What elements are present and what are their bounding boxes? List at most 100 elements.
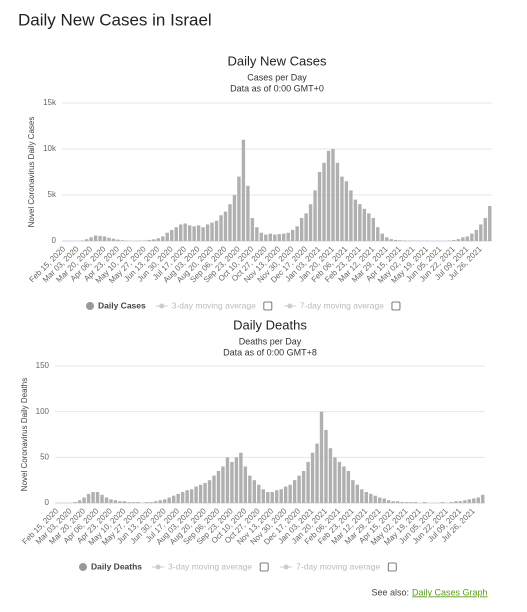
bar: [488, 206, 492, 241]
page-title: Daily New Cases in Israel: [18, 10, 212, 29]
bar: [275, 490, 279, 503]
bar: [77, 500, 82, 503]
bar: [373, 495, 377, 503]
chart-title: Daily Deaths: [233, 317, 307, 332]
see-also-link[interactable]: Daily Cases Graph: [412, 587, 488, 597]
bar: [342, 466, 346, 503]
legend-marker: [86, 302, 94, 310]
legend-checkbox[interactable]: [387, 562, 397, 572]
bar: [385, 237, 389, 241]
legend-label[interactable]: Daily Cases: [98, 300, 146, 310]
bar: [98, 235, 102, 241]
legend-label[interactable]: 3-day moving average: [172, 300, 256, 310]
bar: [100, 494, 104, 503]
bar: [189, 489, 194, 503]
bar: [214, 220, 219, 241]
bar: [279, 489, 283, 503]
bar: [73, 502, 77, 503]
bar: [449, 502, 454, 503]
bar: [409, 502, 413, 503]
bar: [250, 218, 255, 241]
bar: [299, 218, 304, 241]
bar: [228, 204, 232, 241]
bar: [192, 226, 196, 241]
legend-label[interactable]: 3-day moving average: [168, 561, 252, 571]
bar: [252, 480, 257, 503]
bar: [89, 237, 93, 241]
bar: [324, 429, 328, 503]
bar: [232, 195, 237, 241]
bar: [454, 501, 458, 503]
bar: [268, 233, 272, 241]
bar: [349, 190, 353, 241]
bar: [120, 240, 125, 241]
y-tick-label: 50: [40, 452, 49, 461]
bar: [198, 484, 203, 503]
see-also-label: See also:: [371, 587, 409, 597]
bar: [225, 457, 230, 503]
legend-checkbox[interactable]: [263, 301, 273, 311]
bar: [465, 236, 470, 241]
bar: [353, 199, 358, 241]
bar: [221, 466, 225, 503]
bar: [207, 480, 212, 503]
bar: [292, 480, 297, 503]
bar: [413, 502, 418, 503]
bar: [239, 452, 243, 503]
bar: [104, 497, 109, 503]
legend-checkbox[interactable]: [391, 301, 401, 311]
bar: [481, 494, 485, 503]
bar: [391, 501, 395, 503]
legend-marker: [283, 564, 289, 570]
chart-note: Data as of 0:00 GMT+8: [223, 347, 317, 357]
bar: [91, 492, 95, 503]
bar: [472, 498, 476, 503]
bar: [395, 501, 400, 503]
bar: [165, 232, 169, 241]
chart-subtitle: Cases per Day: [247, 72, 307, 82]
legend-label[interactable]: Daily Deaths: [91, 561, 142, 571]
bar: [313, 190, 317, 241]
bar: [317, 172, 322, 241]
bar: [266, 492, 270, 503]
chart-title: Daily New Cases: [228, 53, 327, 68]
bar: [176, 493, 180, 503]
legend-label[interactable]: 7-day moving average: [296, 561, 380, 571]
bar: [196, 225, 201, 241]
bar: [346, 471, 351, 503]
bar: [400, 502, 404, 503]
bar: [156, 238, 161, 241]
bar: [109, 499, 113, 503]
bar: [380, 233, 384, 241]
legend-checkbox[interactable]: [259, 562, 269, 572]
legend-label[interactable]: 7-day moving average: [300, 300, 384, 310]
bar: [386, 500, 391, 503]
bar: [194, 486, 198, 503]
bar: [355, 484, 360, 503]
bar: [185, 490, 189, 503]
bar: [113, 500, 118, 503]
bar: [149, 502, 154, 503]
bar: [360, 489, 364, 503]
bar: [358, 204, 362, 241]
bar: [476, 497, 480, 503]
bar: [93, 235, 98, 241]
bar: [212, 475, 216, 503]
bar: [369, 493, 373, 503]
bar: [127, 502, 131, 503]
bar: [255, 227, 259, 241]
bar: [283, 486, 288, 503]
chart-subtitle: Deaths per Day: [239, 336, 302, 346]
bar: [210, 222, 214, 241]
bar: [234, 457, 239, 503]
legend-marker: [79, 563, 87, 571]
bar: [286, 232, 290, 241]
bar: [393, 239, 398, 241]
bar: [331, 149, 335, 241]
bar: [328, 448, 333, 503]
bar: [340, 176, 344, 241]
chart-note: Data as of 0:00 GMT+0: [230, 83, 324, 93]
legend-marker: [159, 303, 165, 309]
bar: [422, 502, 427, 503]
